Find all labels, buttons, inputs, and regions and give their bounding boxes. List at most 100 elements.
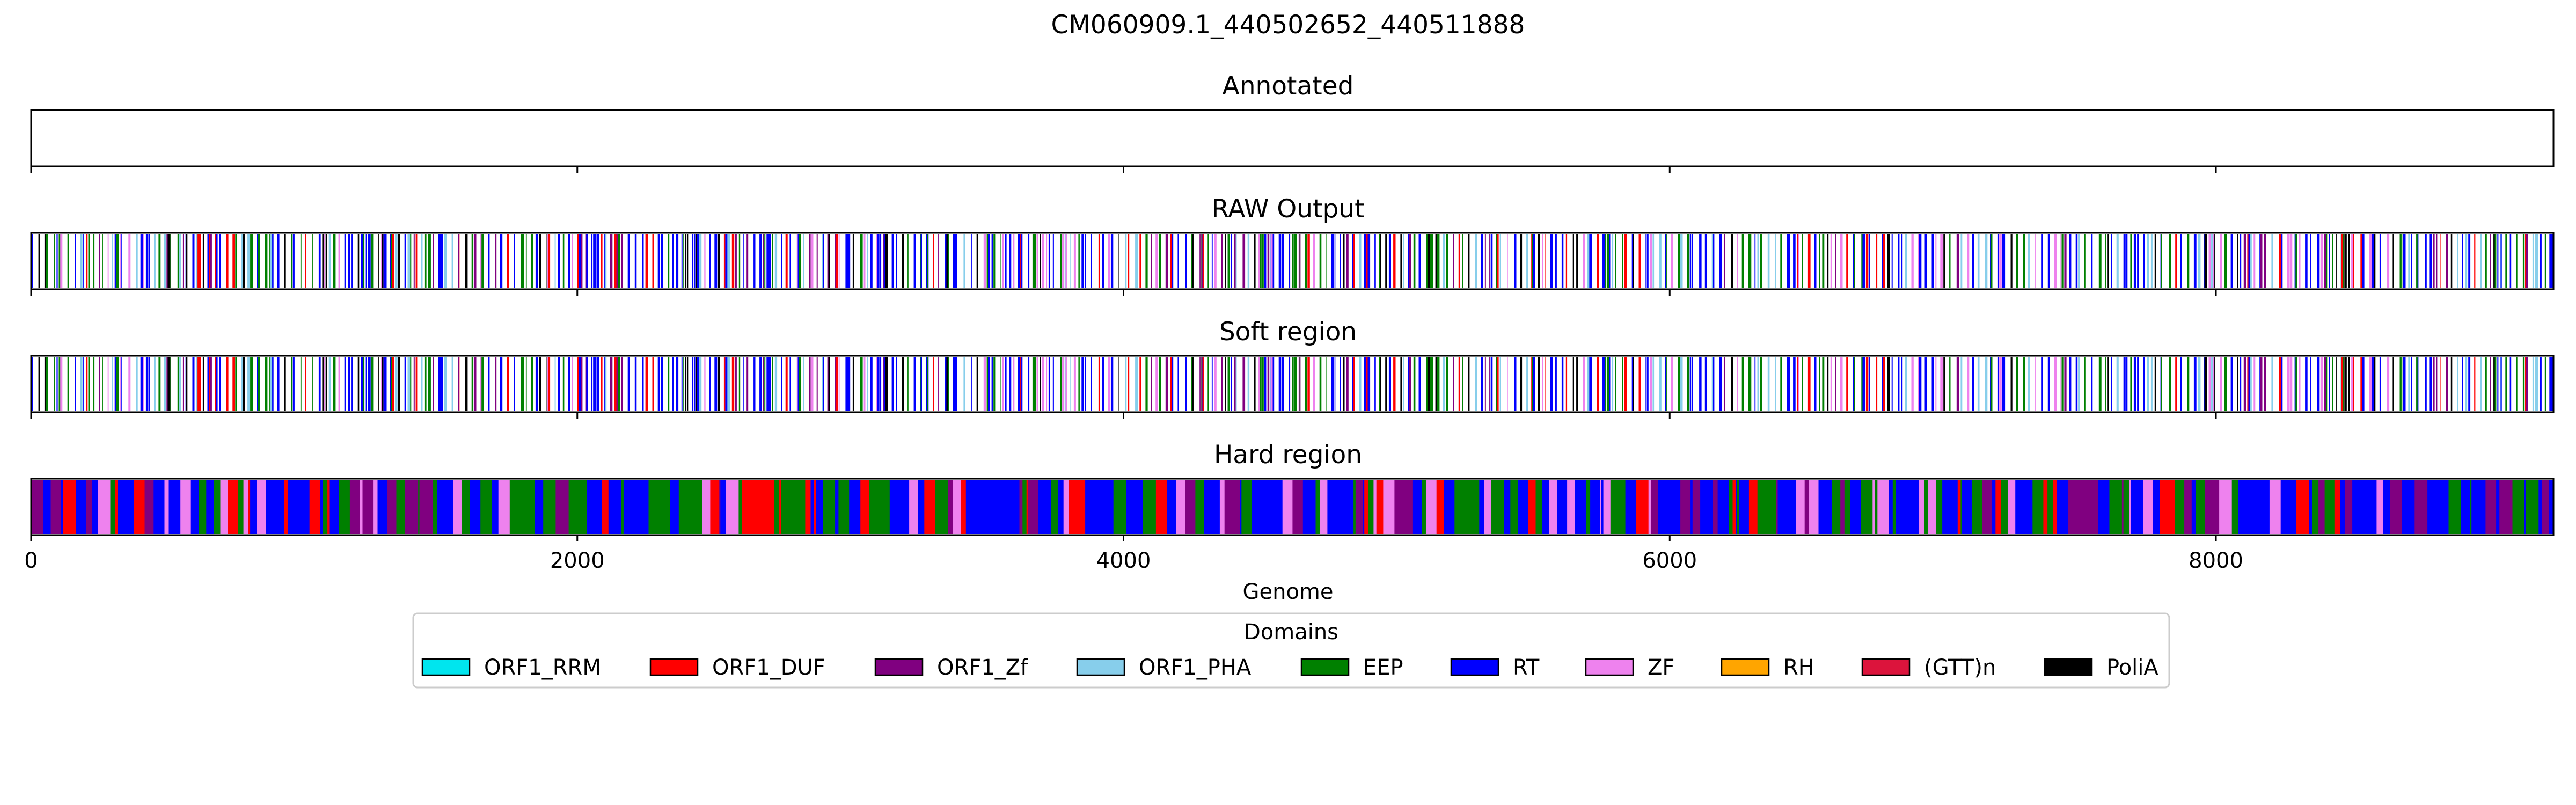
domain-stripe [838, 234, 840, 288]
domain-block [904, 480, 910, 534]
domain-stripe [1689, 357, 1692, 411]
domain-stripe [2193, 357, 2197, 411]
domain-stripe [495, 234, 497, 288]
domain-stripe [772, 357, 773, 411]
domain-stripe [1453, 357, 1454, 411]
domain-stripe [1545, 234, 1546, 288]
domain-stripe [1532, 234, 1533, 288]
domain-block [2196, 480, 2205, 534]
domain-stripe [507, 357, 509, 411]
domain-block [1892, 480, 1897, 534]
domain-stripe [1118, 357, 1119, 411]
domain-stripe [1931, 234, 1934, 288]
domain-stripe [2343, 357, 2344, 411]
domain-stripe [2457, 234, 2458, 288]
domain-stripe [1865, 234, 1869, 288]
domain-stripe [1035, 234, 1036, 288]
domain-stripe [363, 234, 365, 288]
domain-stripe [1854, 234, 1855, 288]
domain-stripe [1565, 357, 1568, 411]
domain-stripe [766, 234, 769, 288]
domain-stripe [2198, 357, 2201, 411]
domain-stripe [1997, 357, 1999, 411]
domain-stripe [676, 357, 679, 411]
domain-stripe [2417, 234, 2419, 288]
domain-block [1575, 480, 1578, 534]
domain-stripe [451, 234, 453, 288]
domain-stripe [2497, 357, 2499, 411]
domain-stripe [1898, 357, 1900, 411]
legend-swatch-orf1-rrm [421, 658, 471, 676]
domain-block [82, 480, 86, 534]
domain-stripe [1085, 357, 1086, 411]
domain-stripe [1526, 234, 1528, 288]
domain-block [1601, 480, 1604, 534]
domain-block [2184, 480, 2192, 534]
domain-stripe [1499, 234, 1501, 288]
domain-stripe [1972, 234, 1974, 288]
domain-stripe [769, 357, 771, 411]
domain-stripe [1731, 357, 1733, 411]
domain-block [220, 480, 228, 534]
domain-block [418, 480, 420, 534]
domain-stripe [593, 357, 596, 411]
domain-stripe [2551, 234, 2553, 288]
domain-stripe [370, 234, 374, 288]
domain-stripe [2230, 234, 2233, 288]
domain-stripe [1340, 234, 1341, 288]
domain-stripe [182, 357, 184, 411]
domain-stripe [182, 234, 184, 288]
domain-block [31, 480, 44, 534]
domain-block [1557, 480, 1564, 534]
domain-stripe [2551, 357, 2553, 411]
domain-stripe [269, 234, 272, 288]
domain-stripe [1408, 234, 1410, 288]
domain-stripe [2220, 234, 2222, 288]
track-ticks-hard [30, 535, 2217, 541]
domain-stripe [2069, 234, 2072, 288]
domain-stripe [531, 357, 533, 411]
domain-stripe [1468, 234, 1470, 288]
domain-stripe [746, 234, 749, 288]
domain-block [248, 480, 251, 534]
domain-stripe [1576, 234, 1578, 288]
domain-stripe [2260, 357, 2263, 411]
domain-stripe [1704, 234, 1707, 288]
domain-stripe [891, 234, 894, 288]
domain-stripe [2116, 234, 2119, 288]
domain-block [1104, 480, 1111, 534]
domain-stripe [927, 357, 928, 411]
domain-stripe [848, 234, 851, 288]
legend-swatch-zf [1585, 658, 1634, 676]
domain-block [43, 480, 52, 534]
domain-stripe [277, 357, 280, 411]
domain-block [2244, 480, 2253, 534]
domain-stripe [1185, 357, 1187, 411]
domain-stripe [2372, 357, 2375, 411]
domain-stripe [207, 357, 210, 411]
domain-stripe [154, 234, 156, 288]
domain-block [480, 480, 493, 534]
domain-stripe [1545, 357, 1546, 411]
domain-stripe [1418, 357, 1421, 411]
domain-stripe [1861, 357, 1863, 411]
domain-stripe [1531, 234, 1533, 288]
domain-stripe [1724, 357, 1725, 411]
domain-stripe [1260, 234, 1262, 288]
domain-stripe [1258, 234, 1261, 288]
domain-block [2538, 480, 2543, 534]
domain-stripe [1526, 357, 1528, 411]
domain-block [1491, 480, 1504, 534]
domain-stripe [1814, 234, 1817, 288]
domain-block [1776, 480, 1779, 534]
domain-stripe [2003, 234, 2006, 288]
domain-stripe [634, 234, 637, 288]
domain-stripe [879, 357, 882, 411]
domain-stripe [1028, 357, 1030, 411]
domain-block [266, 480, 278, 534]
domain-stripe [121, 234, 122, 288]
domain-stripe [1882, 234, 1884, 288]
domain-stripe [845, 234, 847, 288]
domain-stripe [2535, 234, 2537, 288]
domain-stripe [1793, 357, 1796, 411]
